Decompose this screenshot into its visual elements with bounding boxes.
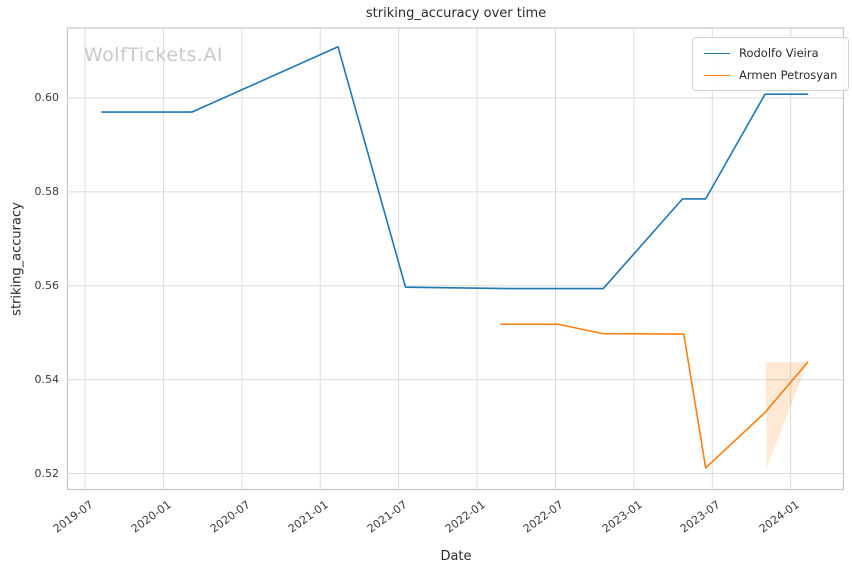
legend-line-swatch <box>704 74 730 76</box>
watermark: WolfTickets.AI <box>84 44 224 66</box>
y-tick-label: 0.54 <box>34 372 60 386</box>
series-line-rodolfo-vieira <box>101 45 809 290</box>
series-line-armen-petrosyan <box>500 323 809 469</box>
legend-item: Rodolfo Vieira <box>704 46 837 60</box>
y-tick-label: 0.60 <box>34 90 60 104</box>
y-tick-label: 0.52 <box>34 466 60 480</box>
y-tick-label: 0.58 <box>34 184 60 198</box>
legend: Rodolfo Vieira Armen Petrosyan <box>692 37 850 91</box>
chart-title: striking_accuracy over time <box>365 6 547 21</box>
legend-line-swatch <box>704 52 730 54</box>
legend-label: Armen Petrosyan <box>739 68 838 82</box>
confidence-band <box>765 362 808 468</box>
y-axis-label: striking_accuracy <box>9 202 25 316</box>
legend-item: Armen Petrosyan <box>704 68 837 82</box>
x-axis-label: Date <box>440 549 472 564</box>
plot-frame <box>66 27 845 491</box>
legend-label: Rodolfo Vieira <box>739 46 819 60</box>
y-tick-label: 0.56 <box>34 278 60 292</box>
